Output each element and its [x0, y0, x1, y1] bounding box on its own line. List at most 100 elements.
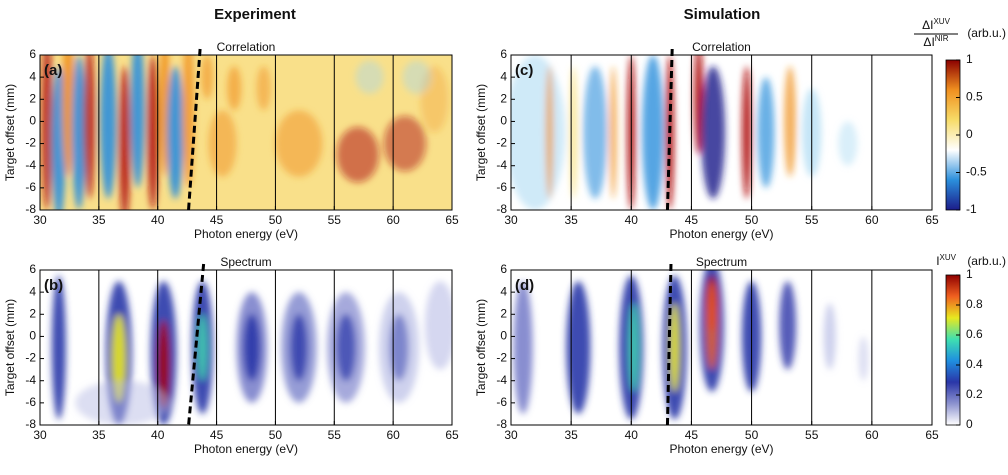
- x-tick-label: 35: [92, 213, 106, 227]
- x-tick-label: 65: [925, 428, 939, 442]
- heatmap-blob: [838, 121, 858, 166]
- y-tick-label: 4: [29, 69, 36, 83]
- y-tick-label: 2: [29, 306, 36, 320]
- x-tick-label: 45: [685, 213, 699, 227]
- y-tick-label: 0: [29, 114, 36, 128]
- y-tick-label: 6: [500, 262, 507, 276]
- heatmap-blob: [336, 126, 380, 183]
- heatmap-texture: [51, 275, 452, 425]
- panel-title: Correlation: [217, 40, 276, 54]
- heatmap-blob: [858, 336, 869, 381]
- colorbar-tick-label: 0.8: [966, 297, 983, 311]
- heatmap-blob: [701, 66, 726, 199]
- x-tick-label: 55: [328, 213, 342, 227]
- x-tick-label: 35: [564, 213, 578, 227]
- x-tick-label: 50: [269, 428, 283, 442]
- heatmap-blob: [51, 66, 66, 210]
- plot-frame: [39, 54, 453, 211]
- panel-title: Spectrum: [696, 255, 747, 269]
- y-tick-label: -8: [25, 202, 36, 216]
- heatmap-blob: [290, 314, 308, 381]
- heatmap-blob: [383, 115, 427, 172]
- colorbar-tick-label: 0: [966, 127, 973, 141]
- dashed-guide: [186, 48, 202, 214]
- heatmap: [40, 270, 452, 425]
- heatmap-blob: [402, 60, 431, 94]
- heatmap-blob: [566, 281, 591, 414]
- heatmap-blob: [642, 55, 664, 210]
- heatmap-blob: [130, 55, 145, 188]
- heatmap-blob: [336, 314, 356, 381]
- heatmap-blob: [669, 303, 680, 392]
- plot-frame: [510, 269, 933, 426]
- heatmap-texture: [513, 270, 869, 420]
- heatmap-blob: [157, 319, 170, 409]
- x-tick-label: 40: [625, 213, 639, 227]
- y-tick-label: 4: [29, 284, 36, 298]
- x-tick-label: 45: [685, 428, 699, 442]
- colorbar-unit: (arb.u.): [967, 26, 1006, 40]
- y-tick-label: 0: [500, 329, 507, 343]
- heatmap-blob: [83, 55, 96, 199]
- y-tick-label: -6: [25, 180, 36, 194]
- heatmap-blob: [628, 303, 639, 392]
- heatmap-blob: [208, 110, 237, 177]
- plot-frame: [39, 269, 453, 426]
- x-tick-label: 60: [865, 428, 879, 442]
- heatmap-blob: [167, 66, 184, 199]
- y-tick-label: 6: [500, 47, 507, 61]
- y-axis-label: Target offset (mm): [3, 84, 17, 181]
- x-axis-label: Photon energy (eV): [669, 227, 773, 241]
- y-tick-label: -4: [25, 158, 36, 172]
- colorbar-tick-label: 0: [966, 417, 973, 431]
- panel-label: (c): [515, 62, 533, 79]
- colorbar-label-numerator: ΔIXUV: [922, 17, 950, 32]
- y-tick-label: -2: [496, 351, 507, 365]
- heatmap-blob: [160, 55, 170, 177]
- panel-label: (d): [515, 277, 534, 294]
- label-sup: XUV: [940, 253, 957, 262]
- heatmap-blob: [275, 110, 323, 177]
- heatmap: [511, 270, 932, 425]
- y-tick-label: -8: [25, 417, 36, 431]
- colorbar-tick-label: 0.5: [966, 90, 983, 104]
- y-tick-label: 0: [500, 114, 507, 128]
- y-tick-label: -2: [25, 136, 36, 150]
- x-tick-label: 55: [805, 428, 819, 442]
- x-axis-label: Photon energy (eV): [669, 442, 773, 456]
- x-tick-label: 55: [805, 213, 819, 227]
- colorbar-tick-label: 1: [966, 267, 973, 281]
- x-tick-label: 40: [151, 213, 165, 227]
- colorbar: [945, 274, 961, 426]
- x-axis-label: Photon energy (eV): [194, 227, 298, 241]
- colorbar-label: IXUV: [936, 253, 956, 268]
- x-tick-label: 30: [33, 213, 47, 227]
- heatmap-blob: [511, 55, 566, 210]
- x-tick-label: 50: [745, 213, 759, 227]
- y-tick-label: -4: [25, 373, 36, 387]
- x-tick-label: 50: [745, 428, 759, 442]
- dashed-guide: [665, 48, 674, 214]
- colorbar-tick-label: 0.2: [966, 387, 983, 401]
- dashed-guide: [665, 263, 673, 429]
- colorbar-unit: (arb.u.): [967, 254, 1006, 268]
- colorbar-tick-label: 0.6: [966, 327, 983, 341]
- y-tick-label: 6: [29, 47, 36, 61]
- y-tick-label: -6: [496, 395, 507, 409]
- colorbar-tick-label: -1: [966, 202, 977, 216]
- label-part: ΔI: [923, 35, 934, 49]
- heatmap-blob: [51, 275, 66, 420]
- y-tick-label: -8: [496, 202, 507, 216]
- panel-title: Correlation: [692, 40, 751, 54]
- colorbar-tick-label: 0.4: [966, 357, 983, 371]
- heatmap-blob: [705, 281, 718, 370]
- y-tick-label: -2: [496, 136, 507, 150]
- x-tick-label: 65: [925, 213, 939, 227]
- y-tick-label: -4: [496, 373, 507, 387]
- y-tick-label: 2: [500, 306, 507, 320]
- heatmap-blob: [545, 66, 554, 199]
- y-tick-label: 4: [500, 69, 507, 83]
- colorbar-tick-label: 1: [966, 52, 973, 66]
- panel-title: Spectrum: [220, 255, 271, 269]
- heatmap-blob: [741, 66, 752, 199]
